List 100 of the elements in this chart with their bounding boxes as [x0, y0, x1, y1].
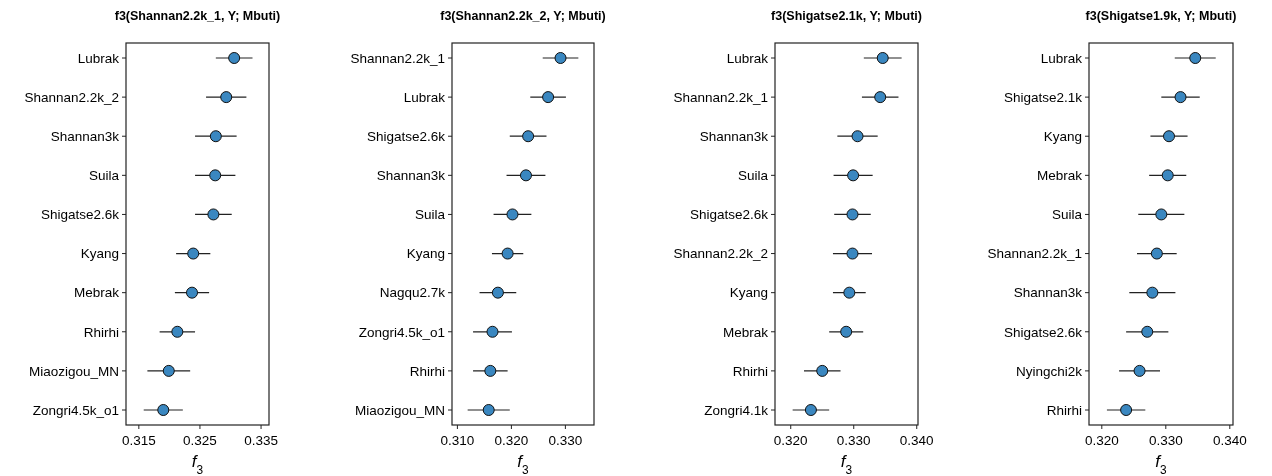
- point: [171, 325, 184, 338]
- x-tick-label: 0.320: [773, 433, 808, 448]
- x-tick-label: 0.335: [244, 433, 278, 448]
- point: [209, 130, 222, 143]
- y-tick-label: Kyang: [406, 246, 445, 262]
- point: [816, 364, 829, 377]
- y-tick-label: Shannan2.2k_1: [987, 246, 1082, 262]
- y-tick-label: Kyang: [80, 246, 119, 262]
- point: [554, 52, 567, 64]
- point: [228, 52, 241, 64]
- y-tick-label: Shigatse2.6k: [1003, 324, 1083, 340]
- y-tick-label: Shigatse2.6k: [40, 207, 120, 223]
- point: [542, 91, 555, 104]
- point: [846, 247, 859, 260]
- y-tick-label: Shannan3k: [376, 168, 446, 184]
- point: [482, 404, 495, 416]
- point: [186, 286, 198, 299]
- x-axis-title: f$_{3}$: [191, 452, 204, 476]
- y-tick-label: Suila: [1051, 207, 1083, 223]
- y-tick-label: Lubrak: [403, 89, 446, 105]
- y-tick-label: Rhirhi: [1046, 402, 1082, 418]
- x-tick-label: 0.330: [548, 433, 583, 448]
- x-tick-label: 0.330: [836, 433, 871, 448]
- point: [1133, 364, 1146, 377]
- y-tick-label: Zongri4.5k_o1: [32, 402, 119, 418]
- point: [851, 130, 864, 143]
- chart-title: f3(Shannan2.2k_2, Y; Mbuti): [440, 9, 606, 23]
- y-tick-label: Nyingchi2k: [1015, 363, 1083, 379]
- y-tick-label: Mebrak: [1036, 168, 1083, 184]
- y-tick-label: Shannan3k: [50, 128, 120, 144]
- x-axis-title: f$_{3}$: [840, 452, 853, 476]
- x-tick-label: 0.340: [1212, 433, 1247, 448]
- point: [1174, 91, 1187, 104]
- y-tick-label: Mebrak: [73, 285, 120, 301]
- point: [1146, 286, 1159, 299]
- y-tick-label: Shigatse2.6k: [689, 207, 769, 223]
- point: [187, 247, 200, 260]
- point: [1161, 169, 1174, 182]
- point: [209, 169, 222, 182]
- point: [840, 325, 853, 338]
- point: [1189, 52, 1202, 64]
- y-tick-label: Shannan2.2k_2: [24, 89, 119, 105]
- y-tick-label: Shigatse2.6k: [366, 128, 446, 144]
- y-tick-label: Suila: [88, 168, 120, 184]
- point: [847, 169, 860, 182]
- point: [1141, 325, 1154, 338]
- point: [843, 286, 856, 299]
- y-tick-label: Kyang: [1043, 128, 1082, 144]
- x-axis-title: f$_{3}$: [517, 452, 530, 476]
- point: [1163, 130, 1175, 143]
- chart-title: f3(Shigatse1.9k, Y; Mbuti): [1085, 9, 1237, 23]
- point: [804, 404, 817, 416]
- x-tick-label: 0.340: [899, 433, 934, 448]
- x-tick-label: 0.320: [1084, 433, 1119, 448]
- point: [157, 404, 170, 416]
- x-tick-label: 0.320: [494, 433, 529, 448]
- point: [486, 325, 499, 338]
- y-tick-label: Shannan2.2k_1: [350, 50, 445, 66]
- y-tick-label: Lubrak: [77, 50, 120, 66]
- y-tick-label: Rhirhi: [409, 363, 445, 379]
- chart-title: f3(Shigatse2.1k, Y; Mbuti): [771, 9, 922, 23]
- y-tick-label: Miaozigou_MN: [354, 402, 445, 418]
- point: [491, 286, 504, 299]
- y-tick-label: Lubrak: [726, 50, 769, 66]
- point: [874, 91, 887, 104]
- y-tick-label: Shannan2.2k_2: [673, 246, 768, 262]
- y-tick-label: Shannan3k: [699, 128, 769, 144]
- y-tick-label: Mebrak: [722, 324, 769, 340]
- point: [1150, 247, 1163, 260]
- y-tick-label: Zongri4.5k_o1: [358, 324, 445, 340]
- point: [522, 130, 535, 143]
- y-tick-label: Shannan3k: [1013, 285, 1083, 301]
- y-tick-label: Suila: [414, 207, 446, 223]
- x-tick-label: 0.330: [1148, 433, 1183, 448]
- point: [484, 364, 497, 377]
- y-tick-label: Kyang: [729, 285, 768, 301]
- point: [876, 52, 889, 64]
- y-tick-label: Rhirhi: [83, 324, 119, 340]
- x-axis-title: f$_{3}$: [1155, 452, 1168, 476]
- point: [506, 208, 519, 221]
- y-tick-label: Lubrak: [1040, 50, 1083, 66]
- point: [1120, 404, 1133, 416]
- y-tick-label: Rhirhi: [732, 363, 768, 379]
- x-tick-label: 0.325: [183, 433, 217, 448]
- point: [162, 364, 175, 377]
- x-tick-label: 0.310: [440, 433, 475, 448]
- y-tick-label: Shannan2.2k_1: [673, 89, 768, 105]
- y-tick-label: Nagqu2.7k: [379, 285, 446, 301]
- point: [1155, 208, 1168, 221]
- point: [220, 91, 233, 104]
- chart-title: f3(Shannan2.2k_1, Y; Mbuti): [114, 9, 281, 23]
- x-tick-label: 0.315: [121, 433, 156, 448]
- y-tick-label: Shigatse2.1k: [1003, 89, 1083, 105]
- point: [501, 247, 514, 260]
- point: [207, 208, 220, 221]
- y-tick-label: Miaozigou_MN: [28, 363, 119, 379]
- point: [519, 169, 532, 182]
- y-tick-label: Zongri4.1k: [704, 402, 769, 418]
- point: [846, 208, 859, 221]
- y-tick-label: Suila: [737, 168, 769, 184]
